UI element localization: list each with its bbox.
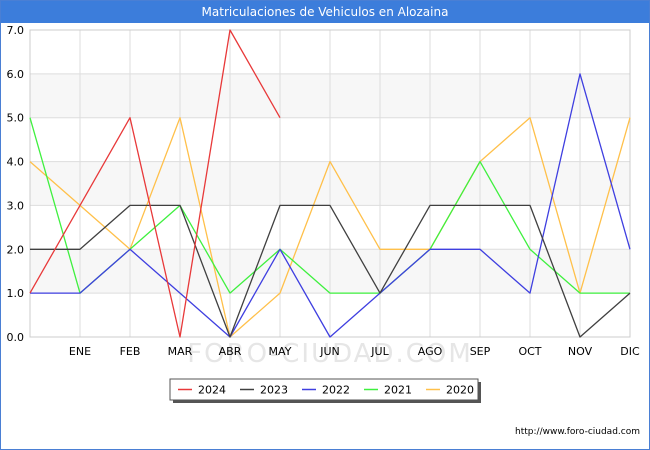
x-tick-label: MAY [269, 345, 292, 358]
y-tick-label: 6.0 [7, 68, 25, 81]
y-tick-label: 4.0 [7, 156, 25, 169]
series-line-2023 [30, 204, 631, 338]
x-axis-ticks: ENE FEB MAR ABR MAY JUN JUL AGO SEP OCT NOV DIC [69, 345, 640, 358]
y-tick-label: 1.0 [7, 287, 25, 300]
x-tick-label: MAR [168, 345, 193, 358]
legend: 2024 2023 2022 2021 2020 [169, 378, 481, 403]
legend-label-2023: 2023 [260, 384, 288, 397]
x-tick-label: SEP [470, 345, 491, 358]
legend-label-2021: 2021 [384, 384, 412, 397]
legend-label-2024: 2024 [198, 384, 226, 397]
x-tick-label: ENE [69, 345, 91, 358]
chart-title: Matriculaciones de Vehiculos en Alozaina [1, 1, 649, 23]
x-tick-label: AGO [418, 345, 443, 358]
watermark: FORO-CIUDAD.COM [187, 339, 473, 369]
source-url: http://www.foro-ciudad.com [515, 427, 640, 437]
x-tick-label: OCT [518, 345, 541, 358]
y-tick-label: 3.0 [7, 199, 25, 212]
y-tick-label: 0.0 [7, 331, 25, 344]
y-tick-label: 7.0 [7, 24, 25, 37]
legend-box [169, 378, 479, 401]
x-tick-label: NOV [568, 345, 593, 358]
y-tick-label: 5.0 [7, 112, 25, 125]
x-tick-label: DIC [620, 345, 640, 358]
legend-label-2020: 2020 [446, 384, 474, 397]
y-axis-ticks: 0.0 1.0 2.0 3.0 4.0 5.0 6.0 7.0 [7, 24, 25, 344]
series-lines [29, 29, 631, 338]
y-tick-label: 2.0 [7, 243, 25, 256]
x-tick-label: JUN [319, 345, 340, 358]
series-line-2022 [30, 73, 631, 338]
x-tick-label: ABR [219, 345, 242, 358]
series-line-2024 [29, 29, 281, 338]
legend-label-2022: 2022 [322, 384, 350, 397]
x-tick-label: FEB [120, 345, 141, 358]
x-tick-label: JUL [370, 345, 389, 358]
